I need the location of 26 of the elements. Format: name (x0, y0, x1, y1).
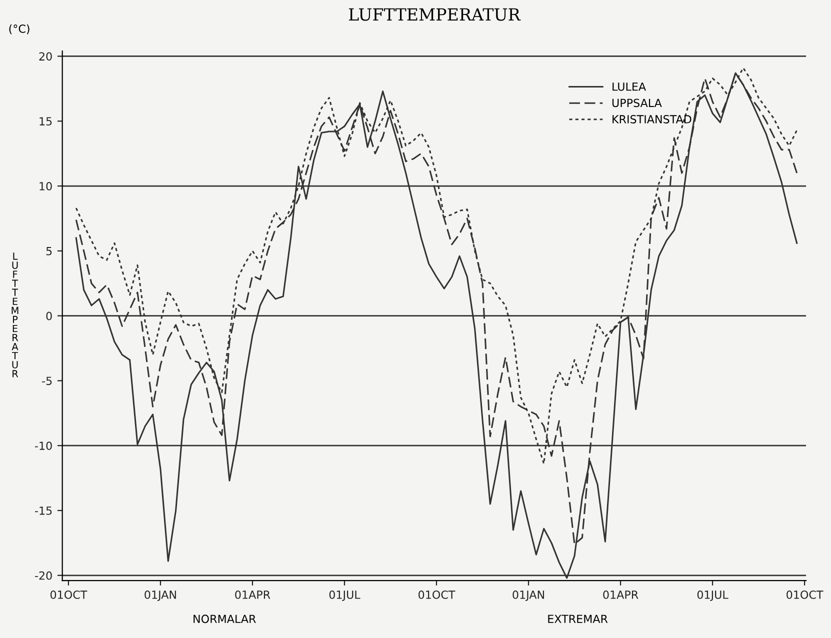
text: EXTREMAR (548, 614, 608, 623)
x-tick-label: 01JUL (697, 590, 728, 601)
x-tick-label: 01APR (603, 590, 638, 599)
y-tick-label: -15 (35, 506, 52, 515)
x-tick-label: 01OCT (50, 590, 88, 599)
x-tick-label: 01OCT (418, 590, 456, 599)
y-tick-label: 5 (46, 247, 52, 256)
x-tick-label: 01OCT (786, 590, 824, 599)
legend-label: KRISTIANSTAD (612, 115, 692, 124)
y-tick-label: -20 (35, 571, 52, 580)
y-tick-label: 20 (39, 52, 52, 61)
legend-label: LULEA (612, 82, 646, 91)
text: LUFTTEMPERATUR (12, 252, 18, 378)
text: NORMALAR (194, 614, 256, 624)
x-tick-label: 01JAN (512, 590, 544, 601)
y-tick-label: 10 (40, 182, 52, 190)
text: (°C) (9, 24, 30, 34)
x-tick-label: 01JAN (144, 590, 176, 601)
y-tick-label: 15 (40, 117, 52, 126)
legend-label: UPPSALA (612, 98, 662, 108)
y-tick-label: -5 (42, 376, 52, 386)
x-tick-label: 01APR (235, 590, 270, 599)
y-tick-label: -10 (35, 442, 52, 450)
y-tick-label: 0 (46, 312, 52, 320)
chart-title: LUFTTEMPERATUR (348, 8, 521, 21)
x-tick-label: 01JUL (329, 590, 360, 601)
